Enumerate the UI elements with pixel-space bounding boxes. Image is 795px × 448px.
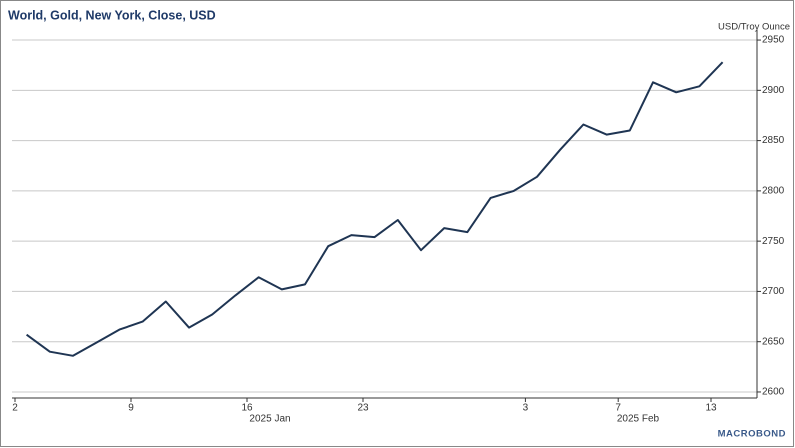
- x-tick-label: 2: [12, 403, 18, 414]
- y-tick-label: 2750: [762, 236, 785, 247]
- x-period-label: 2025 Feb: [617, 414, 660, 425]
- y-tick-label: 2700: [762, 286, 785, 297]
- x-tick-label: 13: [705, 403, 717, 414]
- y-tick-label: 2850: [762, 135, 785, 146]
- x-period-label: 2025 Jan: [249, 414, 290, 425]
- x-tick-label: 3: [523, 403, 529, 414]
- y-axis-label: USD/Troy Ounce: [718, 22, 790, 33]
- y-tick-label: 2600: [762, 387, 785, 398]
- x-tick-label: 7: [615, 403, 621, 414]
- chart-title: World, Gold, New York, Close, USD: [8, 8, 216, 22]
- y-tick-label: 2800: [762, 186, 785, 197]
- logo: MACROBOND: [718, 429, 786, 440]
- y-tick-label: 2650: [762, 336, 785, 347]
- x-tick-label: 23: [357, 403, 369, 414]
- y-tick-label: 2900: [762, 85, 785, 96]
- line: [26, 61, 724, 357]
- x-tick-label: 16: [241, 403, 253, 414]
- y-tick-label: 2950: [762, 35, 785, 46]
- x-tick-label: 9: [128, 403, 134, 414]
